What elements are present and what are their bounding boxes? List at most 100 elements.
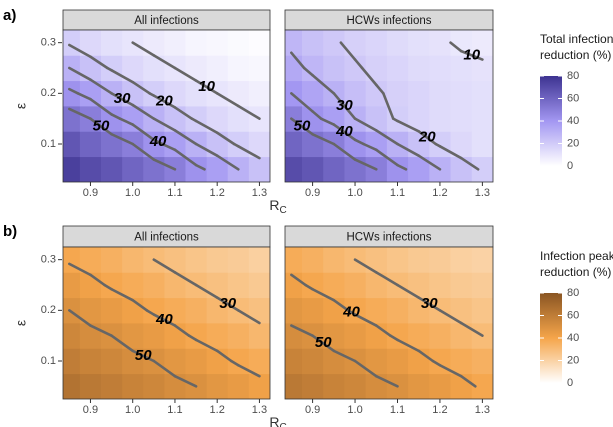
contour-line — [237, 145, 261, 160]
heat-tile — [79, 297, 102, 324]
heat-tile — [365, 106, 388, 132]
heat-tile — [344, 272, 367, 299]
contour-line — [332, 349, 357, 363]
heat-tile — [408, 247, 430, 273]
contour-label: 20 — [418, 129, 436, 146]
heat-tile — [386, 348, 409, 375]
contour-line — [68, 262, 92, 277]
heat-tile — [301, 80, 324, 107]
heat-tile — [429, 55, 451, 82]
contour-line — [173, 106, 194, 120]
x-tick-label: 1.3 — [475, 404, 490, 416]
heat-tile — [471, 156, 493, 182]
contour-line — [353, 313, 378, 327]
heat-tile — [301, 297, 324, 324]
contour-line — [110, 113, 122, 120]
contour-line — [215, 92, 240, 108]
contour-line — [431, 359, 442, 367]
heat-tile — [365, 80, 388, 107]
heat-tile — [323, 323, 345, 349]
contour-line — [110, 334, 135, 353]
heat-tile — [471, 131, 493, 158]
contour-line — [396, 163, 408, 171]
contour-line — [332, 298, 350, 312]
heat-tile — [248, 348, 270, 375]
heat-tile — [248, 131, 270, 158]
heat-tile — [408, 156, 430, 182]
heat-tile — [143, 131, 165, 158]
heat-tile — [323, 30, 345, 56]
x-tick-label: 1.2 — [432, 187, 447, 199]
heat-tile — [79, 247, 102, 273]
heat-tile — [248, 247, 270, 273]
heat-tile — [122, 247, 144, 273]
heat-tile — [164, 247, 186, 273]
contour-line — [173, 271, 198, 287]
x-tick-label: 1.3 — [475, 187, 490, 199]
heat-tile — [63, 156, 81, 182]
contour-line — [311, 73, 336, 95]
contour-line — [131, 298, 149, 312]
contour-line — [396, 283, 421, 299]
x-tick-label: 1.1 — [390, 187, 405, 199]
heat-tile — [471, 373, 493, 399]
heat-tile — [206, 323, 229, 349]
contour-line — [417, 349, 435, 363]
heat-tile — [164, 348, 186, 375]
contour-line — [89, 117, 113, 136]
colorbar-tick-label: 60 — [567, 92, 579, 104]
contour-label: 30 — [219, 295, 236, 312]
contour-line — [353, 117, 378, 132]
heat-tile — [227, 323, 250, 349]
heat-tile — [301, 55, 324, 82]
heat-tile — [285, 131, 303, 158]
heat-tile — [285, 30, 303, 56]
x-tick-label: 1.1 — [390, 404, 405, 416]
contour-line — [438, 145, 463, 160]
heat-tile — [429, 106, 451, 132]
contour-label: 30 — [336, 97, 353, 114]
contour-line — [332, 123, 357, 142]
heat-tile — [101, 348, 123, 375]
contour-line — [319, 117, 336, 126]
contour-line — [374, 324, 392, 337]
contour-line — [362, 142, 378, 152]
heat-tile — [344, 80, 367, 107]
contour-line — [346, 309, 357, 316]
heat-tile — [471, 30, 493, 56]
x-tick-label: 0.9 — [305, 187, 320, 199]
heat-tile — [365, 348, 388, 375]
heat-tile — [79, 30, 102, 56]
x-tick-label: 0.9 — [83, 404, 98, 416]
heat-tile — [301, 373, 324, 399]
heat-tile — [365, 247, 388, 273]
heat-tile — [408, 297, 430, 324]
contour-label: 30 — [421, 295, 438, 312]
heat-tile — [323, 373, 345, 399]
y-axis-label: ε — [13, 320, 29, 326]
heat-tile — [63, 272, 81, 299]
contour-label: 40 — [335, 123, 353, 140]
heat-tile — [122, 156, 144, 182]
contour-line — [110, 287, 135, 302]
heat-tile — [206, 131, 229, 158]
heat-tile — [164, 106, 186, 132]
x-tick-label: 1.0 — [347, 404, 362, 416]
contour-line — [290, 117, 314, 136]
contour-line — [152, 138, 164, 146]
y-tick-label: 0.2 — [41, 87, 56, 99]
contour-line — [438, 309, 463, 325]
heat-tile — [285, 247, 303, 273]
contour-line — [215, 349, 233, 363]
strip-title: All infections — [134, 232, 199, 244]
contour-line — [237, 309, 261, 325]
colorbar — [540, 76, 562, 166]
heat-tile — [63, 373, 81, 399]
heat-tile — [471, 55, 493, 82]
contour-line — [374, 374, 399, 388]
contour-line — [103, 283, 113, 291]
contour-line — [396, 338, 421, 353]
x-axis-label: RC — [269, 414, 286, 427]
heat-tile — [408, 131, 430, 158]
heat-tile — [101, 297, 123, 324]
